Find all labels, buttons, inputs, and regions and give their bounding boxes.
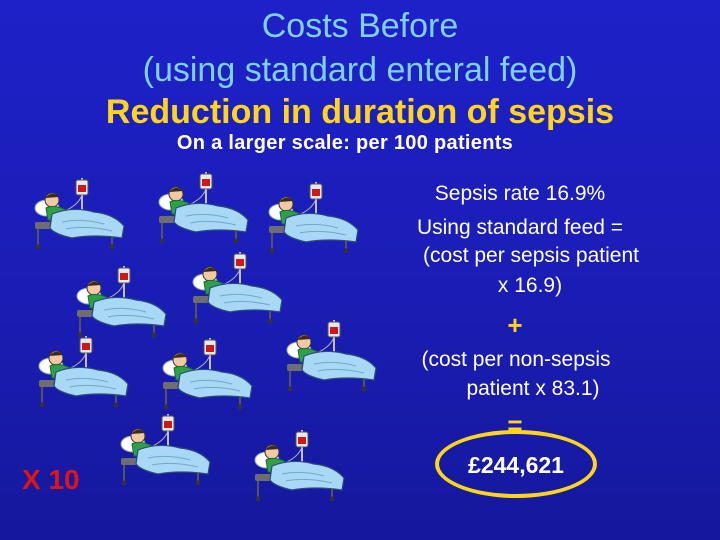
result-value: £244,621	[468, 452, 564, 478]
patient-in-bed-icon	[120, 413, 211, 487]
patient-in-bed-icon	[34, 177, 125, 251]
patient-in-bed-icon	[38, 335, 129, 409]
patient-in-bed-icon	[286, 319, 377, 393]
calc-line-3: (cost per sepsis patient	[423, 244, 639, 267]
result-highlight: £244,621	[435, 430, 597, 498]
calc-line-4: x 16.9)	[497, 274, 563, 297]
multiplier-label: X 10	[22, 464, 80, 495]
title-line-3: Reduction in duration of sepsis	[105, 93, 615, 131]
title-line-1: Costs Before	[261, 7, 459, 45]
patient-in-bed-icon	[76, 265, 167, 339]
patient-in-bed-icon	[254, 429, 345, 503]
title-line-2: (using standard enteral feed)	[142, 51, 578, 89]
plus-sign: +	[507, 310, 523, 340]
calc-line-5: (cost per non-sepsis	[421, 348, 611, 371]
patient-in-bed-icon	[158, 171, 249, 245]
sepsis-rate-text: Sepsis rate 16.9%	[434, 182, 606, 205]
patient-in-bed-icon	[192, 251, 283, 325]
calc-line-6: patient x 83.1)	[466, 377, 600, 400]
subtitle: On a larger scale: per 100 patients	[176, 132, 514, 154]
patient-in-bed-icon	[268, 181, 359, 255]
calc-line-2: Using standard feed =	[416, 216, 624, 239]
patient-in-bed-icon	[162, 337, 253, 411]
